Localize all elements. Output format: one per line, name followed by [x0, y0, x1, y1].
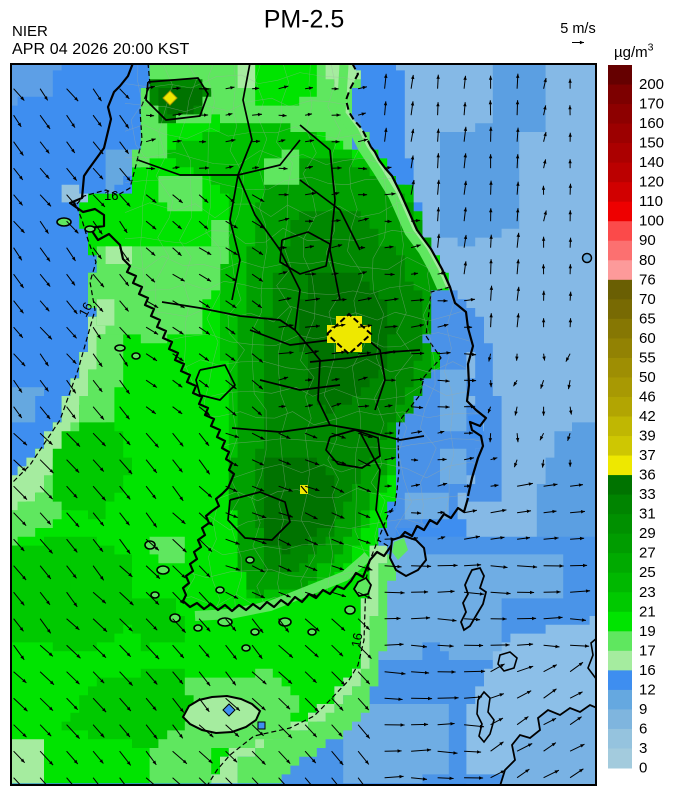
svg-text:6: 6 [639, 720, 647, 737]
svg-text:170: 170 [639, 96, 664, 113]
svg-text:100: 100 [639, 213, 664, 230]
svg-text:140: 140 [639, 154, 664, 171]
svg-text:160: 160 [639, 115, 664, 132]
svg-text:17: 17 [639, 642, 656, 659]
svg-text:16: 16 [639, 662, 656, 679]
svg-text:65: 65 [639, 310, 656, 327]
svg-text:42: 42 [639, 408, 656, 425]
svg-text:80: 80 [639, 252, 656, 269]
svg-text:27: 27 [639, 545, 656, 562]
svg-text:21: 21 [639, 603, 656, 620]
svg-text:31: 31 [639, 506, 656, 523]
svg-text:12: 12 [639, 681, 656, 698]
svg-text:9: 9 [639, 701, 647, 718]
svg-text:37: 37 [639, 447, 656, 464]
svg-text:76: 76 [639, 271, 656, 288]
svg-text:23: 23 [639, 584, 656, 601]
svg-text:16: 16 [104, 188, 118, 203]
svg-text:200: 200 [639, 76, 664, 93]
svg-text:25: 25 [639, 564, 656, 581]
svg-text:55: 55 [639, 349, 656, 366]
svg-text:29: 29 [639, 525, 656, 542]
svg-text:120: 120 [639, 174, 664, 191]
svg-text:50: 50 [639, 369, 656, 386]
svg-text:70: 70 [639, 291, 656, 308]
svg-text:0: 0 [639, 760, 647, 777]
svg-text:33: 33 [639, 486, 656, 503]
svg-text:3: 3 [639, 740, 647, 757]
svg-text:110: 110 [639, 193, 663, 210]
svg-text:NIER: NIER [12, 23, 48, 40]
svg-text:90: 90 [639, 232, 656, 249]
svg-text:5 m/s: 5 m/s [560, 21, 595, 37]
svg-text:150: 150 [639, 135, 664, 152]
svg-text:46: 46 [639, 389, 656, 406]
svg-text:36: 36 [639, 467, 656, 484]
svg-text:16: 16 [348, 632, 365, 649]
svg-text:PM-2.5: PM-2.5 [264, 6, 345, 34]
svg-text:19: 19 [639, 623, 656, 640]
svg-text:60: 60 [639, 330, 656, 347]
svg-text:APR 04 2026 20:00 KST: APR 04 2026 20:00 KST [12, 41, 189, 58]
svg-text:39: 39 [639, 428, 656, 445]
